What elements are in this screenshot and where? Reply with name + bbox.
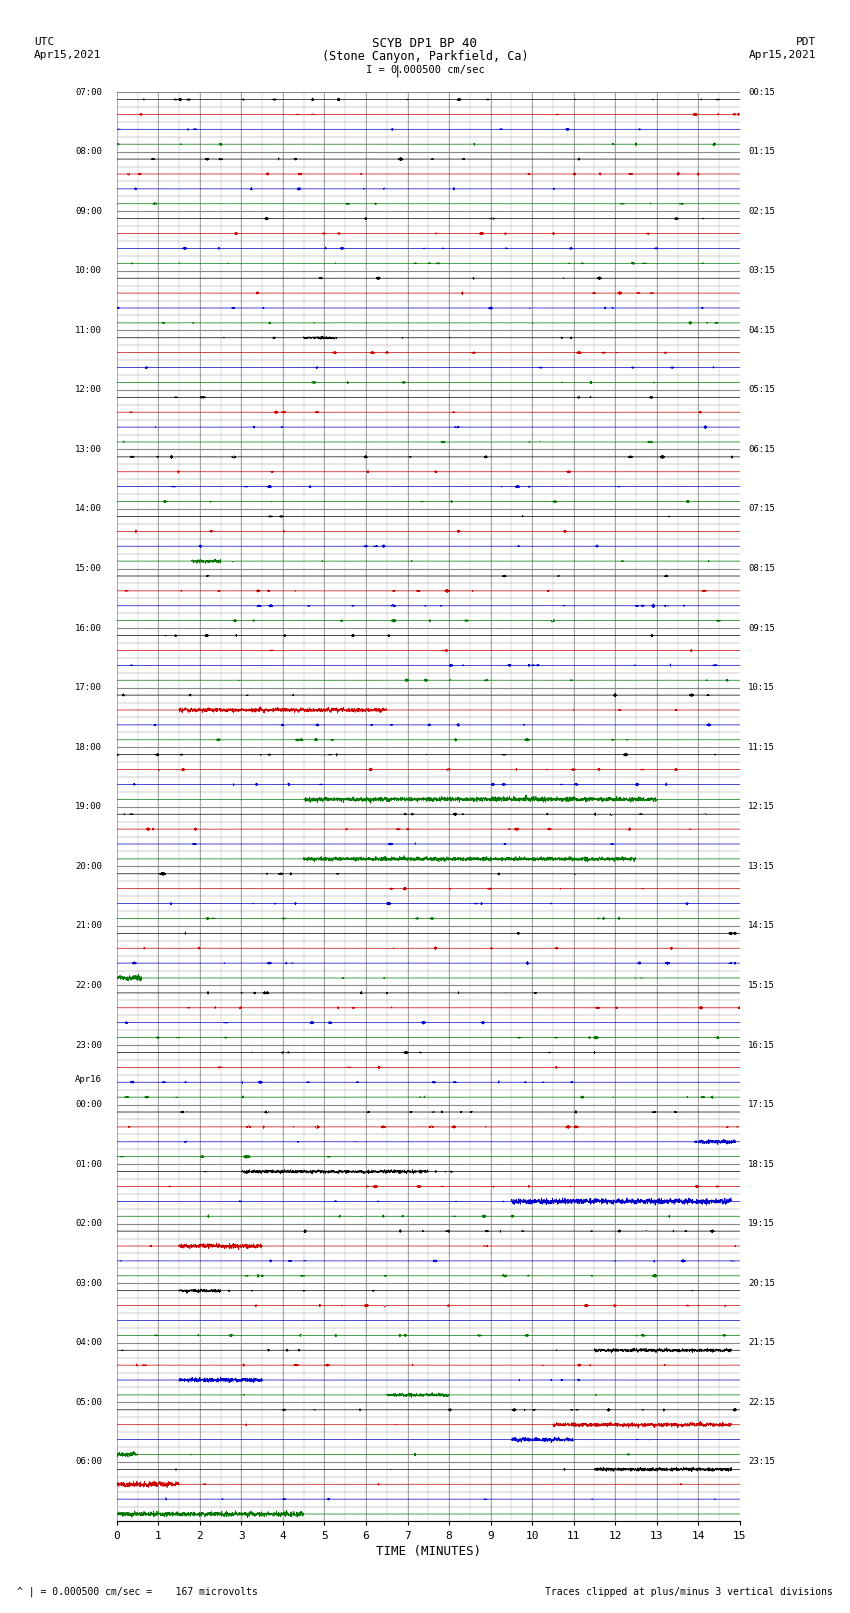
Text: Apr16: Apr16: [76, 1074, 102, 1084]
Text: 21:00: 21:00: [76, 921, 102, 931]
Text: 03:00: 03:00: [76, 1279, 102, 1287]
Text: 18:15: 18:15: [748, 1160, 775, 1169]
Text: 22:00: 22:00: [76, 981, 102, 990]
Text: 22:15: 22:15: [748, 1398, 775, 1407]
Text: 07:00: 07:00: [76, 87, 102, 97]
Text: 05:00: 05:00: [76, 1398, 102, 1407]
Text: 08:15: 08:15: [748, 565, 775, 573]
Text: 07:15: 07:15: [748, 505, 775, 513]
Text: 20:15: 20:15: [748, 1279, 775, 1287]
Text: 20:00: 20:00: [76, 861, 102, 871]
Text: 00:00: 00:00: [76, 1100, 102, 1110]
Text: 21:15: 21:15: [748, 1339, 775, 1347]
Text: |: |: [394, 65, 401, 77]
Text: (Stone Canyon, Parkfield, Ca): (Stone Canyon, Parkfield, Ca): [321, 50, 529, 63]
Text: 23:15: 23:15: [748, 1458, 775, 1466]
Text: 15:15: 15:15: [748, 981, 775, 990]
Text: 02:00: 02:00: [76, 1219, 102, 1227]
Text: 09:00: 09:00: [76, 206, 102, 216]
Text: 04:00: 04:00: [76, 1339, 102, 1347]
Text: ^ | = 0.000500 cm/sec =    167 microvolts: ^ | = 0.000500 cm/sec = 167 microvolts: [17, 1586, 258, 1597]
Text: 09:15: 09:15: [748, 624, 775, 632]
Text: 16:00: 16:00: [76, 624, 102, 632]
Text: 03:15: 03:15: [748, 266, 775, 276]
Text: 05:15: 05:15: [748, 386, 775, 394]
Text: 06:15: 06:15: [748, 445, 775, 453]
Text: 15:00: 15:00: [76, 565, 102, 573]
Text: 13:15: 13:15: [748, 861, 775, 871]
Text: 23:00: 23:00: [76, 1040, 102, 1050]
Text: Apr15,2021: Apr15,2021: [34, 50, 101, 60]
Text: 06:00: 06:00: [76, 1458, 102, 1466]
Text: Apr15,2021: Apr15,2021: [749, 50, 816, 60]
Text: 13:00: 13:00: [76, 445, 102, 453]
X-axis label: TIME (MINUTES): TIME (MINUTES): [376, 1545, 481, 1558]
Text: UTC: UTC: [34, 37, 54, 47]
Text: 14:00: 14:00: [76, 505, 102, 513]
Text: SCYB DP1 BP 40: SCYB DP1 BP 40: [372, 37, 478, 50]
Text: 19:15: 19:15: [748, 1219, 775, 1227]
Text: 11:00: 11:00: [76, 326, 102, 336]
Text: 08:00: 08:00: [76, 147, 102, 156]
Text: I = 0.000500 cm/sec: I = 0.000500 cm/sec: [366, 65, 484, 74]
Text: 17:15: 17:15: [748, 1100, 775, 1110]
Text: 02:15: 02:15: [748, 206, 775, 216]
Text: PDT: PDT: [796, 37, 816, 47]
Text: 10:15: 10:15: [748, 684, 775, 692]
Text: 12:00: 12:00: [76, 386, 102, 394]
Text: 04:15: 04:15: [748, 326, 775, 336]
Text: 11:15: 11:15: [748, 742, 775, 752]
Text: 16:15: 16:15: [748, 1040, 775, 1050]
Text: 01:00: 01:00: [76, 1160, 102, 1169]
Text: 17:00: 17:00: [76, 684, 102, 692]
Text: 19:00: 19:00: [76, 802, 102, 811]
Text: 14:15: 14:15: [748, 921, 775, 931]
Text: 01:15: 01:15: [748, 147, 775, 156]
Text: Traces clipped at plus/minus 3 vertical divisions: Traces clipped at plus/minus 3 vertical …: [545, 1587, 833, 1597]
Text: 10:00: 10:00: [76, 266, 102, 276]
Text: 18:00: 18:00: [76, 742, 102, 752]
Text: 00:15: 00:15: [748, 87, 775, 97]
Text: 12:15: 12:15: [748, 802, 775, 811]
